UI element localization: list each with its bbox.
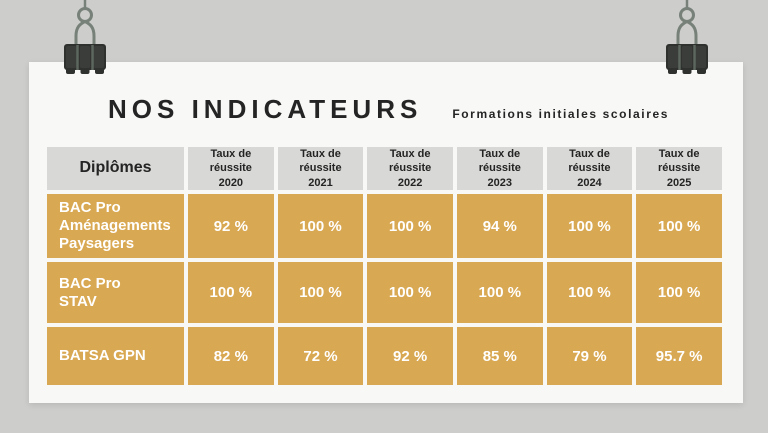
column-header-2025: Taux de réussite 2025 (636, 147, 722, 190)
column-header-diplomes: Diplômes (47, 147, 184, 190)
rate-cell: 82 % (188, 327, 274, 385)
header-row: Diplômes Taux de réussite 2020 Taux de r… (47, 147, 722, 190)
column-header-2024: Taux de réussite 2024 (546, 147, 633, 190)
rate-header-label: Taux de réussite (209, 148, 252, 175)
column-header-2022: Taux de réussite 2022 (367, 147, 453, 190)
rate-cell: 72 % (277, 327, 364, 385)
column-header-2023: Taux de réussite 2023 (456, 147, 543, 190)
table-row-bac-pro-amenagements-paysagers: BAC Pro Aménagements Paysagers 92 % 100 … (47, 194, 722, 258)
rate-header-label: Taux de réussite (658, 148, 701, 175)
rate-cell: 100 % (456, 262, 543, 323)
rate-cell: 85 % (456, 327, 543, 385)
column-header-2021: Taux de réussite 2021 (277, 147, 364, 190)
rate-header-label: Taux de réussite (299, 148, 342, 175)
rate-cell: 95.7 % (636, 327, 722, 385)
rate-cell: 100 % (188, 262, 274, 323)
rate-cell: 100 % (546, 194, 633, 258)
binder-clip-left (55, 0, 115, 78)
rate-cell: 100 % (277, 262, 364, 323)
rate-header-label: Taux de réussite (568, 148, 611, 175)
rate-header-year: 2021 (308, 176, 333, 189)
row-label: BAC Pro STAV (47, 262, 184, 323)
rate-header-label: Taux de réussite (389, 148, 432, 175)
binder-clip-right (657, 0, 717, 78)
page-subtitle: Formations initiales scolaires (452, 107, 670, 121)
rate-cell: 100 % (636, 262, 722, 323)
table-row-batsa-gpn: BATSA GPN 82 % 72 % 92 % 85 % 79 % 95.7 … (47, 327, 722, 385)
rate-header-year: 2024 (577, 176, 602, 189)
rate-cell: 100 % (367, 262, 453, 323)
rate-cell: 92 % (188, 194, 274, 258)
rate-cell: 100 % (367, 194, 453, 258)
column-header-2020: Taux de réussite 2020 (188, 147, 274, 190)
row-label: BATSA GPN (47, 327, 184, 385)
rate-header-year: 2020 (218, 176, 244, 189)
rate-cell: 100 % (277, 194, 364, 258)
row-label: BAC Pro Aménagements Paysagers (47, 194, 184, 258)
rate-cell: 92 % (367, 327, 453, 385)
title-row: NOS INDICATEURS Formations initiales sco… (108, 94, 688, 125)
rate-cell: 79 % (546, 327, 633, 385)
rate-header-year: 2023 (487, 176, 513, 189)
rate-cell: 100 % (636, 194, 722, 258)
indicators-table: Diplômes Taux de réussite 2020 Taux de r… (43, 143, 726, 389)
binder-clip-icon (666, 0, 708, 74)
rate-header-year: 2022 (397, 176, 423, 189)
rate-header-label: Taux de réussite (478, 148, 521, 175)
rate-cell: 94 % (456, 194, 543, 258)
binder-clip-icon (64, 0, 106, 74)
rate-cell: 100 % (546, 262, 633, 323)
poster-paper: NOS INDICATEURS Formations initiales sco… (29, 62, 743, 403)
table-row-bac-pro-stav: BAC Pro STAV 100 % 100 % 100 % 100 % 100… (47, 262, 722, 323)
rate-header-year: 2025 (666, 176, 692, 189)
page-title: NOS INDICATEURS (108, 94, 423, 124)
